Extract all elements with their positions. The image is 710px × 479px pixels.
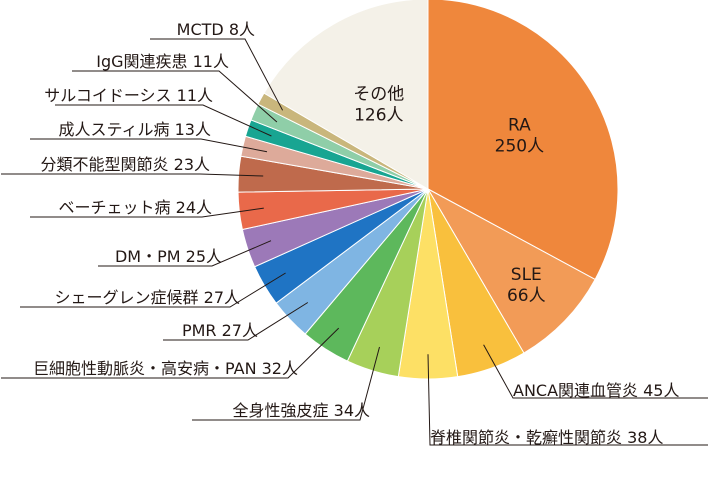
leader-line-6: [1, 327, 340, 379]
leader-line-13: [55, 104, 272, 137]
pie-slice-2: [426, 187, 596, 354]
slice-label-16: その他 126人: [353, 84, 404, 125]
slice-label-9: DM・PM 25人: [115, 247, 222, 266]
slice-label-13: サルコイドーシス 11人: [44, 86, 213, 105]
slice-label-10: ベーチェット病 24人: [59, 198, 212, 217]
leader-line-14: [72, 70, 278, 123]
pie-slices: [237, 0, 619, 380]
slice-label-4: 脊椎関節炎・乾癬性関節炎 38人: [430, 428, 663, 447]
slice-label-2: SLE 66人: [507, 265, 546, 306]
slice-label-1: RA 250人: [495, 116, 544, 157]
leader-line-8: [20, 272, 286, 308]
slice-label-11: 分類不能型関節炎 23人: [41, 155, 210, 174]
leader-line-5: [192, 346, 380, 421]
slice-label-7: PMR 27人: [182, 321, 258, 340]
leader-line-15: [150, 38, 284, 111]
leader-line-11: [1, 173, 264, 177]
leader-line-4: [427, 354, 708, 446]
slice-label-6: 巨細胞性動脈炎・高安病・PAN 32人: [33, 359, 298, 378]
slice-label-5: 全身性強皮症 34人: [233, 401, 370, 420]
pie-slice-16: [263, 0, 429, 190]
pie-slice-1: [427, 0, 619, 281]
slice-label-15: MCTD 8人: [177, 20, 255, 39]
leader-lines: [1, 38, 708, 446]
slice-label-8: シェーグレン症候群 27人: [55, 288, 240, 307]
slice-label-14: IgG関連疾患 11人: [96, 52, 229, 71]
slice-label-3: ANCA関連血管炎 45人: [513, 381, 679, 400]
slice-label-12: 成人スティル病 13人: [59, 120, 212, 139]
leader-line-12: [30, 138, 268, 153]
leader-line-3: [483, 344, 708, 399]
leader-line-9: [98, 240, 272, 267]
leader-line-7: [163, 302, 309, 341]
leader-line-10: [30, 207, 264, 218]
